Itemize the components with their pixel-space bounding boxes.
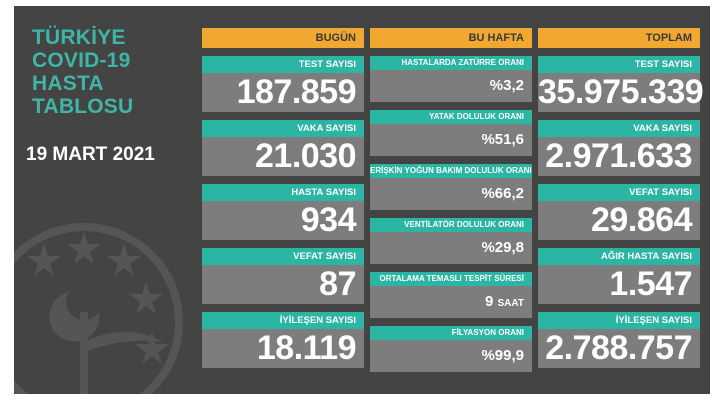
stat-value: 2.788.757 xyxy=(538,329,700,368)
column-header-today: BUGÜN xyxy=(202,28,364,48)
stat-card: İYİLEŞEN SAYISI 2.788.757 xyxy=(538,312,700,368)
stat-value: %3,2 xyxy=(370,70,532,102)
stat-value-number: %66,2 xyxy=(481,185,524,202)
stat-label: İYİLEŞEN SAYISI xyxy=(202,312,364,329)
stat-card: AĞIR HASTA SAYISI 1.547 xyxy=(538,248,700,304)
stat-card: ERİŞKİN YOĞUN BAKIM DOLULUK ORANI %66,2 xyxy=(370,164,532,210)
stat-card: FİLYASYON ORANI %99,9 xyxy=(370,326,532,372)
column-total: TOPLAM TEST SAYISI 35.975.339 VAKA SAYIS… xyxy=(538,28,704,368)
stat-value: 35.975.339 xyxy=(538,73,704,112)
stat-label: YATAK DOLULUK ORANI xyxy=(370,110,532,124)
ministry-of-health-emblem-icon xyxy=(14,223,183,394)
stat-label: AĞIR HASTA SAYISI xyxy=(538,248,700,265)
stat-value: 87 xyxy=(202,265,364,304)
stat-value: 21.030 xyxy=(202,137,364,176)
stat-label: VAKA SAYISI xyxy=(202,120,364,137)
stat-label: FİLYASYON ORANI xyxy=(370,326,532,340)
stat-value: %29,8 xyxy=(370,232,532,264)
stat-value-unit: SAAT xyxy=(497,298,524,309)
stat-card: ORTALAMA TEMASLI TESPİT SÜRESİ 9 SAAT xyxy=(370,272,532,318)
stat-label: HASTALARDA ZATÜRRE ORANI xyxy=(370,56,532,70)
stat-label: TEST SAYISI xyxy=(202,56,364,73)
stat-label: VEFAT SAYISI xyxy=(202,248,364,265)
column-header-total: TOPLAM xyxy=(538,28,700,48)
stat-value-number: %51,6 xyxy=(481,131,524,148)
stat-value: 1.547 xyxy=(538,265,700,304)
column-today: BUGÜN TEST SAYISI 187.859 VAKA SAYISI 21… xyxy=(202,28,364,368)
stat-value: 9 SAAT xyxy=(370,286,532,318)
title-line: TABLOSU xyxy=(32,95,134,118)
stat-label: ERİŞKİN YOĞUN BAKIM DOLULUK ORANI xyxy=(370,164,532,178)
stat-card: HASTALARDA ZATÜRRE ORANI %3,2 xyxy=(370,56,532,102)
stat-card: TEST SAYISI 187.859 xyxy=(202,56,364,112)
stat-value: %99,9 xyxy=(370,340,532,372)
stat-label: VEFAT SAYISI xyxy=(538,184,700,201)
title-line: COVID-19 xyxy=(32,49,131,72)
stat-card: VAKA SAYISI 21.030 xyxy=(202,120,364,176)
title-line: HASTA xyxy=(32,72,104,95)
column-week: BU HAFTA HASTALARDA ZATÜRRE ORANI %3,2 Y… xyxy=(370,28,532,372)
stat-value-number: %29,8 xyxy=(481,239,524,256)
column-header-week: BU HAFTA xyxy=(370,28,532,48)
title-line: TÜRKİYE xyxy=(32,26,126,49)
stat-label: TEST SAYISI xyxy=(538,56,700,73)
stat-label: ORTALAMA TEMASLI TESPİT SÜRESİ xyxy=(370,272,532,286)
stat-card: YATAK DOLULUK ORANI %51,6 xyxy=(370,110,532,156)
stat-label: VAKA SAYISI xyxy=(538,120,700,137)
stat-value: 2.971.633 xyxy=(538,137,700,176)
stat-card: VENTİLATÖR DOLULUK ORANI %29,8 xyxy=(370,218,532,264)
stat-label: HASTA SAYISI xyxy=(202,184,364,201)
stat-value-number: %3,2 xyxy=(489,77,524,94)
report-date: 19 MART 2021 xyxy=(26,144,155,165)
stat-value: 18.119 xyxy=(202,329,364,368)
stat-value: 934 xyxy=(202,201,364,240)
stat-label: İYİLEŞEN SAYISI xyxy=(538,312,700,329)
stat-card: HASTA SAYISI 934 xyxy=(202,184,364,240)
stat-value: 187.859 xyxy=(202,73,364,112)
stat-value-number: %99,9 xyxy=(481,347,524,364)
stat-card: VEFAT SAYISI 87 xyxy=(202,248,364,304)
covid-table-panel: TÜRKİYE COVID-19 HASTA TABLOSU 19 MART 2… xyxy=(14,6,710,394)
stat-value: 29.864 xyxy=(538,201,700,240)
stat-value: %66,2 xyxy=(370,178,532,210)
stat-value-number: 9 xyxy=(485,293,494,310)
stat-card: TEST SAYISI 35.975.339 xyxy=(538,56,704,112)
stat-card: VEFAT SAYISI 29.864 xyxy=(538,184,700,240)
stat-card: VAKA SAYISI 2.971.633 xyxy=(538,120,700,176)
stat-label: VENTİLATÖR DOLULUK ORANI xyxy=(370,218,532,232)
page-title: TÜRKİYE COVID-19 HASTA TABLOSU xyxy=(32,26,133,118)
stat-card: İYİLEŞEN SAYISI 18.119 xyxy=(202,312,364,368)
stat-value: %51,6 xyxy=(370,124,532,156)
